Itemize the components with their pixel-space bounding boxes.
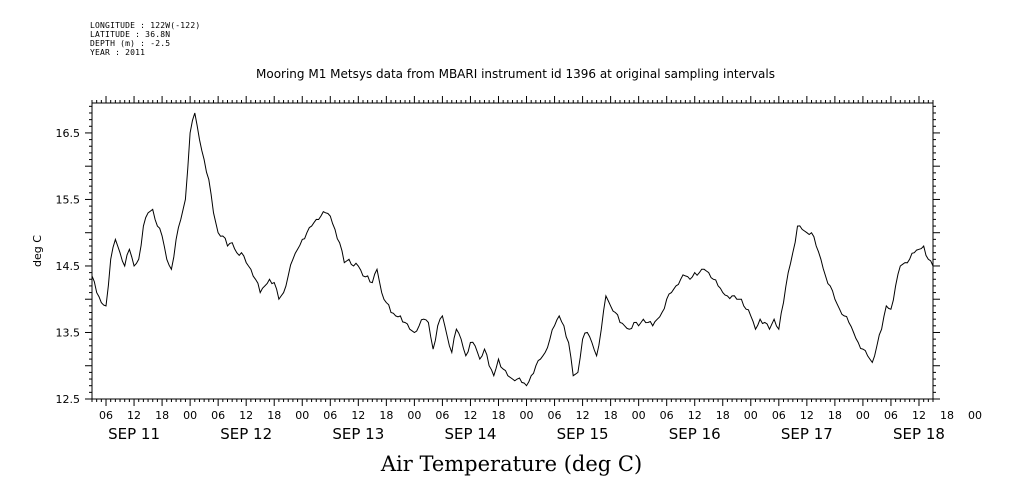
y-tick-label: 13.5 (56, 326, 81, 339)
day-label: SEP 11 (108, 425, 160, 443)
y-tick-label: 16.5 (56, 127, 81, 140)
x-tick-labels: 06 12 18 00 06 12 18 00 06 12 18 00 06 12 18 00 06 12 18 00… (99, 409, 982, 422)
x-tick-label: 18 (716, 409, 730, 422)
y-axis-label: deg C (31, 235, 44, 267)
depth-label: DEPTH (m) : -2.5 (90, 39, 171, 48)
x-tick-label: 00 (744, 409, 758, 422)
x-tick-label: 18 (267, 409, 281, 422)
x-tick-label: 00 (856, 409, 870, 422)
x-tick-label: 00 (632, 409, 646, 422)
day-labels: SEP 11 SEP 12 SEP 13 SEP 14 SEP 15 SEP 16 SEP … (108, 425, 945, 443)
x-tick-label: 06 (772, 409, 786, 422)
metadata-block: LONGITUDE : 122W(-122) LATITUDE : 36.8N … (90, 21, 200, 57)
x-tick-label: 12 (576, 409, 590, 422)
day-label: SEP 13 (332, 425, 384, 443)
day-label: SEP 17 (781, 425, 833, 443)
y-tick-labels: 12.5 13.5 14.5 15.5 16.5 (56, 127, 81, 406)
x-tick-label: 18 (828, 409, 842, 422)
x-tick-label: 06 (323, 409, 337, 422)
day-label: SEP 16 (669, 425, 721, 443)
day-label: SEP 15 (557, 425, 609, 443)
day-label: SEP 12 (220, 425, 272, 443)
x-axis-title: Air Temperature (deg C) (380, 452, 643, 476)
x-tick-label: 12 (463, 409, 477, 422)
x-tick-label: 18 (155, 409, 169, 422)
x-tick-label: 12 (351, 409, 365, 422)
chart-title: Mooring M1 Metsys data from MBARI instru… (256, 67, 775, 81)
day-label: SEP 14 (444, 425, 496, 443)
x-tick-label: 18 (379, 409, 393, 422)
x-tick-label: 00 (183, 409, 197, 422)
x-tick-label: 12 (127, 409, 141, 422)
y-tick-label: 14.5 (56, 260, 81, 273)
day-label: SEP 18 (893, 425, 945, 443)
x-tick-label: 00 (407, 409, 421, 422)
air-temperature-series-line (91, 112, 934, 387)
x-tick-label: 06 (660, 409, 674, 422)
x-tick-label: 18 (491, 409, 505, 422)
x-tick-label: 12 (800, 409, 814, 422)
x-tick-label: 06 (435, 409, 449, 422)
latitude-label: LATITUDE : 36.8N (90, 30, 171, 39)
longitude-label: LONGITUDE : 122W(-122) (90, 21, 201, 30)
year-label: YEAR : 2011 (90, 48, 146, 57)
plot-frame (91, 102, 934, 400)
x-tick-label: 00 (295, 409, 309, 422)
x-tick-label: 12 (688, 409, 702, 422)
x-tick-label: 06 (99, 409, 113, 422)
x-tick-label: 06 (211, 409, 225, 422)
y-tick-label: 15.5 (56, 193, 81, 206)
x-tick-label: 06 (548, 409, 562, 422)
y-tick-label: 12.5 (56, 393, 81, 406)
x-tick-label: 06 (884, 409, 898, 422)
x-tick-label: 12 (239, 409, 253, 422)
x-tick-label: 00 (968, 409, 982, 422)
x-tick-label: 00 (520, 409, 534, 422)
x-tick-label: 18 (940, 409, 954, 422)
axis-ticks (85, 96, 940, 406)
x-tick-label: 18 (604, 409, 618, 422)
x-tick-label: 12 (912, 409, 926, 422)
